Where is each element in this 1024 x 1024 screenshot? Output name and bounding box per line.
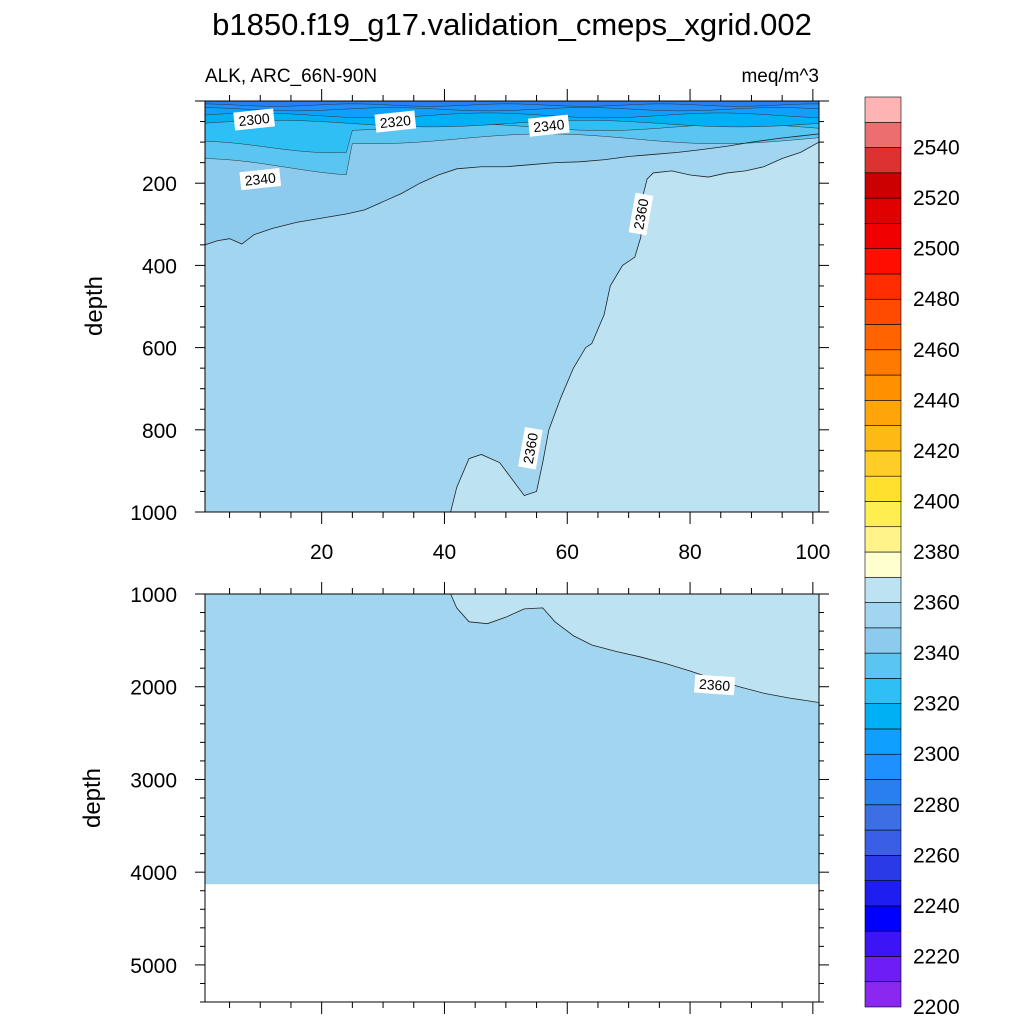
- bottom-y-tick-label: 1000: [130, 584, 177, 607]
- colorbar-segment: [864, 880, 902, 907]
- colorbar-segment: [864, 804, 902, 831]
- top-y-axis-title: depth: [81, 276, 108, 336]
- colorbar-segment: [864, 223, 902, 249]
- contour-line-2340: [205, 133, 819, 246]
- top-y-tick-label: 800: [142, 420, 177, 443]
- colorbar-label: 2220: [913, 945, 960, 968]
- contour-label: 2340: [528, 114, 570, 137]
- colorbar-label: 2300: [913, 743, 960, 766]
- contour-label: 2360: [628, 192, 654, 236]
- top-y-tick-label: 1000: [130, 502, 177, 525]
- colorbar-segment: [864, 905, 902, 932]
- colorbar-segment: [864, 526, 902, 553]
- top-y-tick-label: 600: [142, 338, 177, 361]
- colorbar-segment: [864, 400, 902, 426]
- colorbar-segment: [864, 248, 902, 275]
- colorbar-segment: [864, 501, 902, 528]
- bottom-contour-fill-2360: [450, 594, 819, 703]
- colorbar-label: 2480: [913, 288, 960, 311]
- colorbar-segment: [864, 96, 902, 123]
- colorbar-label: 2400: [913, 490, 960, 513]
- x-tick-label: 60: [556, 541, 579, 564]
- colorbar-segment: [864, 576, 902, 603]
- colorbar-label: 2260: [913, 844, 960, 867]
- colorbar-label: 2200: [913, 996, 960, 1019]
- colorbar-segment: [864, 981, 902, 1008]
- colorbar-label: 2340: [913, 642, 960, 665]
- colorbar-label: 2520: [913, 187, 960, 210]
- colorbar-label: 2540: [913, 137, 960, 160]
- x-tick-label: 40: [433, 541, 456, 564]
- colorbar-segment: [864, 197, 902, 224]
- colorbar-segment: [864, 121, 902, 148]
- colorbar-label: 2460: [913, 339, 960, 362]
- colorbar-segment: [864, 753, 902, 780]
- contour-line-2360: [450, 141, 819, 512]
- colorbar-segment: [864, 956, 902, 983]
- bottom-panel: 2360 1000 2000 3000 4000 5000: [130, 582, 829, 1014]
- bottom-y-tick-label: 2000: [130, 677, 177, 700]
- top-panel: 2300 2320 2340 2340 2360 2360 200 400 600 800 1000…: [130, 89, 830, 564]
- colorbar-segment: [864, 627, 902, 654]
- colorbar-segment: [864, 652, 902, 679]
- colorbar-segment: [864, 551, 902, 578]
- contour-label: 2360: [694, 674, 736, 696]
- svg-text:2360: 2360: [520, 431, 541, 465]
- x-tick-label: 80: [678, 541, 701, 564]
- colorbar-segment: [864, 829, 902, 856]
- contour-fill-2360: [450, 101, 819, 512]
- chart-title: b1850.f19_g17.validation_cmeps_xgrid.002: [212, 7, 812, 42]
- colorbar-segment: [864, 172, 902, 199]
- svg-text:2340: 2340: [244, 169, 277, 188]
- colorbar-segment: [864, 728, 902, 755]
- colorbar-segment: [864, 273, 902, 300]
- colorbar-segment: [864, 678, 902, 704]
- contour-label: 2360: [518, 427, 543, 470]
- bottom-contour-line-2360: [450, 594, 819, 703]
- colorbar-segment: [864, 779, 902, 806]
- units-label: meq/m^3: [741, 66, 819, 87]
- colorbar: 2200 2220 2240 2260 2280 2300 2320 2340 2360 2380…: [864, 96, 960, 1019]
- svg-text:2360: 2360: [630, 197, 651, 231]
- x-tick-label: 100: [795, 541, 830, 564]
- svg-text:2320: 2320: [379, 112, 412, 131]
- contour-label: 2300: [233, 108, 275, 131]
- colorbar-segment: [864, 602, 902, 629]
- colorbar-segment: [864, 298, 902, 325]
- top-y-tick-label: 400: [142, 255, 177, 278]
- contour-label: 2340: [239, 168, 282, 191]
- colorbar-segment: [864, 324, 902, 351]
- colorbar-label: 2380: [913, 541, 960, 564]
- contour-label: 2320: [374, 110, 417, 133]
- svg-text:2300: 2300: [238, 110, 271, 129]
- svg-text:2360: 2360: [699, 676, 731, 694]
- colorbar-segment: [864, 703, 902, 730]
- colorbar-segment: [864, 475, 902, 502]
- colorbar-label: 2440: [913, 389, 960, 412]
- colorbar-segment: [864, 855, 902, 881]
- colorbar-label: 2280: [913, 794, 960, 817]
- colorbar-segment: [864, 450, 902, 477]
- variable-region-label: ALK, ARC_66N-90N: [205, 66, 377, 87]
- colorbar-segment: [864, 425, 902, 452]
- bottom-y-tick-label: 4000: [130, 862, 177, 885]
- x-tick-label: 20: [310, 541, 333, 564]
- colorbar-label: 2240: [913, 895, 960, 918]
- bottom-y-tick-label: 5000: [130, 955, 177, 978]
- colorbar-label: 2420: [913, 440, 960, 463]
- top-y-tick-label: 200: [142, 173, 177, 196]
- contour-fill-2280: [205, 101, 819, 107]
- colorbar-segment: [864, 930, 902, 957]
- bottom-y-tick-label: 3000: [130, 769, 177, 792]
- colorbar-label: 2360: [913, 592, 960, 615]
- bottom-y-axis-title: depth: [79, 768, 106, 828]
- colorbar-label: 2320: [913, 693, 960, 716]
- colorbar-label: 2500: [913, 238, 960, 261]
- svg-text:2340: 2340: [533, 116, 566, 135]
- colorbar-segment: [864, 374, 902, 401]
- colorbar-segment: [864, 147, 902, 174]
- colorbar-segment: [864, 349, 902, 376]
